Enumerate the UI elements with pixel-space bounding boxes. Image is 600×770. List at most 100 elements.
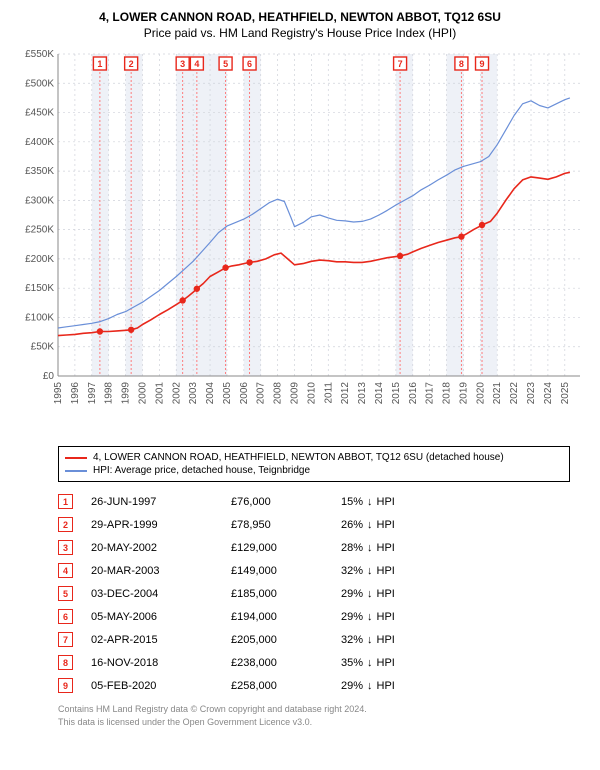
table-row: 420-MAR-2003£149,00032%↓HPI bbox=[58, 559, 570, 582]
svg-text:£250K: £250K bbox=[25, 225, 54, 236]
transaction-hpi: 29%↓HPI bbox=[341, 680, 461, 692]
svg-text:£450K: £450K bbox=[25, 108, 54, 119]
transaction-date: 20-MAY-2002 bbox=[91, 542, 231, 554]
table-row: 229-APR-1999£78,95026%↓HPI bbox=[58, 513, 570, 536]
transaction-date: 02-APR-2015 bbox=[91, 634, 231, 646]
svg-text:£300K: £300K bbox=[25, 195, 54, 206]
svg-text:2014: 2014 bbox=[374, 382, 385, 405]
svg-text:2008: 2008 bbox=[273, 382, 284, 405]
footer-line-1: Contains HM Land Registry data © Crown c… bbox=[58, 703, 578, 716]
footer-line-2: This data is licensed under the Open Gov… bbox=[58, 716, 578, 729]
svg-text:2011: 2011 bbox=[323, 382, 334, 404]
svg-text:2013: 2013 bbox=[357, 382, 368, 405]
transaction-marker: 7 bbox=[58, 632, 73, 647]
svg-text:2016: 2016 bbox=[408, 382, 419, 405]
svg-text:2006: 2006 bbox=[239, 382, 250, 405]
svg-text:7: 7 bbox=[398, 59, 403, 69]
legend-swatch bbox=[65, 457, 87, 459]
page-title: 4, LOWER CANNON ROAD, HEATHFIELD, NEWTON… bbox=[12, 8, 588, 26]
svg-text:1998: 1998 bbox=[104, 382, 115, 405]
table-row: 320-MAY-2002£129,00028%↓HPI bbox=[58, 536, 570, 559]
transaction-price: £194,000 bbox=[231, 611, 341, 623]
arrow-down-icon: ↓ bbox=[367, 680, 373, 692]
page-subtitle: Price paid vs. HM Land Registry's House … bbox=[12, 26, 588, 46]
table-row: 816-NOV-2018£238,00035%↓HPI bbox=[58, 651, 570, 674]
svg-text:£400K: £400K bbox=[25, 137, 54, 148]
transaction-price: £76,000 bbox=[231, 496, 341, 508]
transaction-price: £129,000 bbox=[231, 542, 341, 554]
transaction-date: 16-NOV-2018 bbox=[91, 657, 231, 669]
svg-text:2004: 2004 bbox=[205, 382, 216, 405]
arrow-down-icon: ↓ bbox=[367, 611, 373, 623]
transaction-hpi: 15%↓HPI bbox=[341, 496, 461, 508]
svg-text:9: 9 bbox=[480, 59, 485, 69]
arrow-down-icon: ↓ bbox=[367, 542, 373, 554]
svg-text:2019: 2019 bbox=[458, 382, 469, 405]
transaction-hpi: 28%↓HPI bbox=[341, 542, 461, 554]
transaction-marker: 5 bbox=[58, 586, 73, 601]
transaction-price: £205,000 bbox=[231, 634, 341, 646]
transaction-price: £149,000 bbox=[231, 565, 341, 577]
transaction-hpi: 32%↓HPI bbox=[341, 634, 461, 646]
transaction-price: £78,950 bbox=[231, 519, 341, 531]
svg-text:2024: 2024 bbox=[543, 382, 554, 405]
svg-text:2018: 2018 bbox=[442, 382, 453, 405]
transaction-hpi: 29%↓HPI bbox=[341, 588, 461, 600]
transaction-date: 29-APR-1999 bbox=[91, 519, 231, 531]
transaction-hpi: 29%↓HPI bbox=[341, 611, 461, 623]
transaction-date: 05-FEB-2020 bbox=[91, 680, 231, 692]
price-chart: £0£50K£100K£150K£200K£250K£300K£350K£400… bbox=[12, 46, 588, 436]
svg-text:£150K: £150K bbox=[25, 283, 54, 294]
svg-text:2020: 2020 bbox=[475, 382, 486, 405]
arrow-down-icon: ↓ bbox=[367, 519, 373, 531]
transaction-marker: 2 bbox=[58, 517, 73, 532]
transaction-date: 05-MAY-2006 bbox=[91, 611, 231, 623]
legend: 4, LOWER CANNON ROAD, HEATHFIELD, NEWTON… bbox=[58, 446, 570, 482]
svg-text:2021: 2021 bbox=[492, 382, 503, 405]
svg-text:5: 5 bbox=[223, 59, 228, 69]
arrow-down-icon: ↓ bbox=[367, 634, 373, 646]
svg-text:6: 6 bbox=[247, 59, 252, 69]
svg-text:£0: £0 bbox=[43, 371, 55, 382]
transaction-date: 20-MAR-2003 bbox=[91, 565, 231, 577]
svg-text:2001: 2001 bbox=[154, 382, 165, 405]
svg-text:2007: 2007 bbox=[256, 382, 267, 405]
table-row: 9 05-FEB-2020£258,00029%↓HPI bbox=[58, 674, 570, 697]
svg-text:£500K: £500K bbox=[25, 78, 54, 89]
svg-text:£50K: £50K bbox=[31, 342, 55, 353]
transaction-hpi: 32%↓HPI bbox=[341, 565, 461, 577]
svg-text:1997: 1997 bbox=[87, 382, 98, 405]
table-row: 503-DEC-2004£185,00029%↓HPI bbox=[58, 582, 570, 605]
svg-text:2012: 2012 bbox=[340, 382, 351, 405]
svg-text:1996: 1996 bbox=[70, 382, 81, 405]
svg-text:£350K: £350K bbox=[25, 166, 54, 177]
svg-text:1999: 1999 bbox=[121, 382, 132, 405]
chart-svg: £0£50K£100K£150K£200K£250K£300K£350K£400… bbox=[12, 46, 588, 436]
transaction-marker: 8 bbox=[58, 655, 73, 670]
legend-label: HPI: Average price, detached house, Teig… bbox=[93, 465, 310, 476]
svg-text:4: 4 bbox=[194, 59, 199, 69]
arrow-down-icon: ↓ bbox=[367, 565, 373, 577]
svg-text:2010: 2010 bbox=[306, 382, 317, 405]
legend-item: 4, LOWER CANNON ROAD, HEATHFIELD, NEWTON… bbox=[65, 451, 563, 464]
table-row: 7 02-APR-2015£205,00032%↓HPI bbox=[58, 628, 570, 651]
legend-item: HPI: Average price, detached house, Teig… bbox=[65, 464, 563, 477]
transaction-marker: 1 bbox=[58, 494, 73, 509]
transaction-price: £238,000 bbox=[231, 657, 341, 669]
svg-text:2000: 2000 bbox=[137, 382, 148, 405]
transaction-date: 26-JUN-1997 bbox=[91, 496, 231, 508]
transaction-marker: 6 bbox=[58, 609, 73, 624]
legend-swatch bbox=[65, 470, 87, 472]
transactions-table: 1 26-JUN-1997£76,00015%↓HPI 2 29-APR-1999£7… bbox=[58, 490, 570, 697]
svg-text:£200K: £200K bbox=[25, 254, 54, 265]
transaction-price: £185,000 bbox=[231, 588, 341, 600]
svg-text:2015: 2015 bbox=[391, 382, 402, 405]
footer-attribution: Contains HM Land Registry data © Crown c… bbox=[58, 703, 578, 728]
table-row: 6 05-MAY-2006£194,00029%↓HPI bbox=[58, 605, 570, 628]
transaction-marker: 9 bbox=[58, 678, 73, 693]
legend-label: 4, LOWER CANNON ROAD, HEATHFIELD, NEWTON… bbox=[93, 452, 504, 463]
svg-text:2003: 2003 bbox=[188, 382, 199, 405]
arrow-down-icon: ↓ bbox=[367, 496, 373, 508]
transaction-price: £258,000 bbox=[231, 680, 341, 692]
svg-text:2017: 2017 bbox=[425, 382, 436, 405]
